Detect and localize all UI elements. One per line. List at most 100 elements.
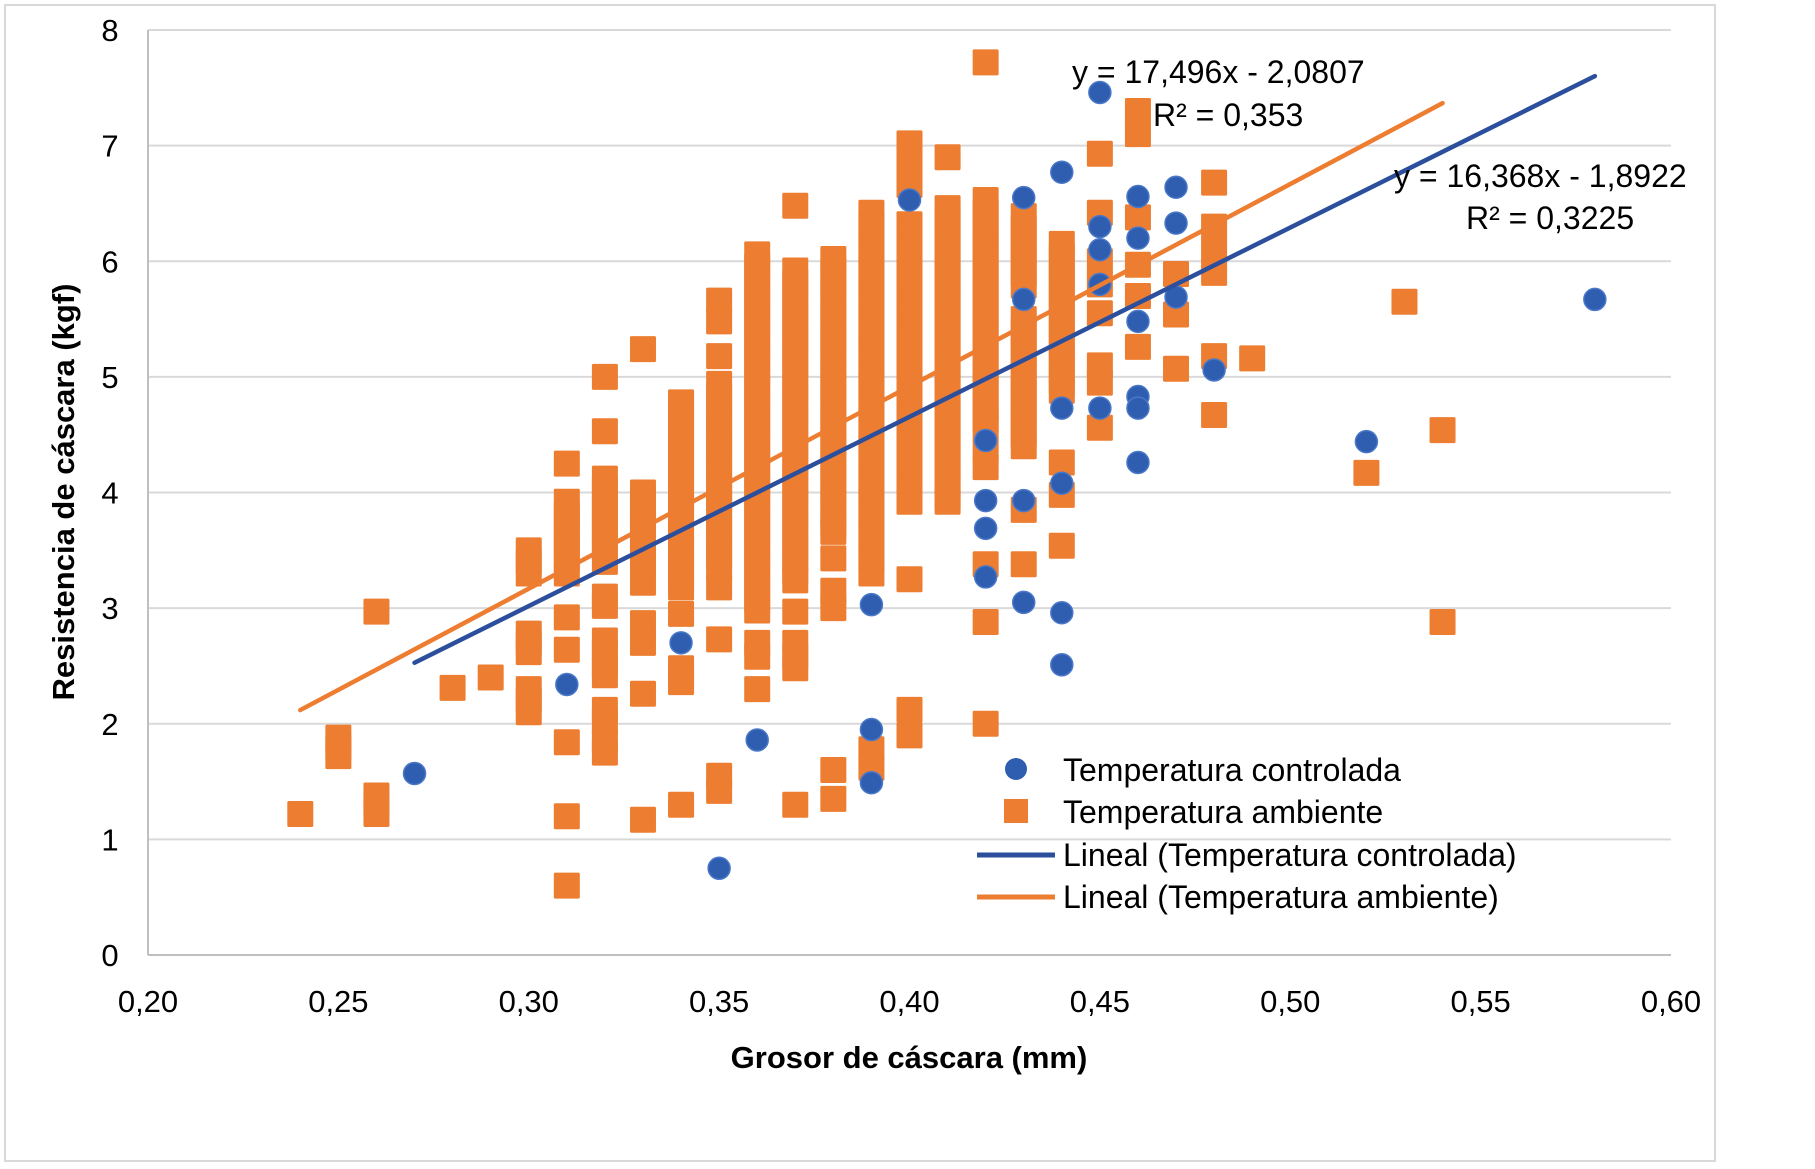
data-point-ambiente bbox=[820, 595, 847, 622]
data-point-ambiente bbox=[668, 669, 695, 696]
data-point-ambiente bbox=[896, 696, 923, 723]
trendlines bbox=[298, 73, 1598, 713]
legend-circle-marker-icon bbox=[1005, 758, 1027, 780]
data-point-ambiente bbox=[972, 49, 999, 76]
data-point-controlada bbox=[973, 428, 998, 453]
data-point-ambiente bbox=[553, 803, 580, 830]
data-point-ambiente bbox=[668, 574, 695, 601]
data-point-controlada bbox=[1126, 450, 1150, 475]
data-point-ambiente bbox=[896, 722, 923, 749]
x-tick-label: 0,55 bbox=[1450, 984, 1510, 1019]
data-point-controlada bbox=[973, 516, 998, 541]
y-tick-label: 7 bbox=[101, 129, 118, 164]
data-point-ambiente bbox=[668, 600, 695, 627]
data-point-ambiente bbox=[896, 151, 923, 178]
data-point-ambiente bbox=[1163, 355, 1190, 382]
data-point-controlada bbox=[1050, 601, 1074, 625]
data-point-ambiente bbox=[1201, 236, 1228, 263]
x-tick-label: 0,40 bbox=[879, 984, 939, 1019]
data-point-ambiente bbox=[1124, 204, 1151, 231]
data-point-ambiente bbox=[553, 604, 580, 631]
legend: Temperatura controlada Temperatura ambie… bbox=[977, 752, 1517, 915]
data-point-ambiente bbox=[1201, 169, 1228, 196]
data-point-ambiente bbox=[668, 791, 695, 818]
data-point-ambiente bbox=[820, 785, 847, 812]
data-point-ambiente bbox=[1086, 140, 1113, 167]
data-point-controlada bbox=[859, 717, 884, 742]
x-tick-label: 0,20 bbox=[118, 984, 178, 1019]
data-point-ambiente bbox=[820, 545, 847, 572]
data-point-controlada bbox=[859, 592, 884, 617]
data-point-controlada bbox=[669, 631, 693, 655]
x-tick-label: 0,35 bbox=[689, 984, 749, 1019]
trendline-r2-ambiente: R² = 0,353 bbox=[1153, 97, 1303, 133]
data-point-ambiente bbox=[782, 598, 809, 625]
x-tick-label: 0,30 bbox=[499, 984, 559, 1019]
x-tick-label: 0,25 bbox=[308, 984, 368, 1019]
series-temperatura-controlada bbox=[402, 80, 1607, 881]
data-point-controlada bbox=[1050, 653, 1074, 677]
data-point-controlada bbox=[1126, 309, 1150, 334]
data-point-controlada bbox=[1088, 80, 1112, 105]
data-point-ambiente bbox=[1086, 414, 1113, 441]
data-point-ambiente bbox=[744, 676, 771, 703]
data-point-ambiente bbox=[287, 800, 314, 827]
data-point-ambiente bbox=[744, 597, 771, 624]
data-point-ambiente bbox=[782, 567, 809, 594]
data-point-ambiente bbox=[896, 488, 923, 515]
data-point-controlada bbox=[973, 488, 998, 513]
data-point-ambiente bbox=[591, 708, 618, 735]
data-point-controlada bbox=[1164, 211, 1188, 235]
data-point-controlada bbox=[1050, 160, 1074, 184]
trendline-equation-controlada: y = 16,368x - 1,8922 bbox=[1394, 158, 1687, 194]
data-point-controlada bbox=[1202, 358, 1226, 382]
data-point-ambiente bbox=[515, 699, 542, 726]
data-point-controlada bbox=[1050, 396, 1074, 420]
y-tick-label: 6 bbox=[101, 244, 118, 279]
legend-label-controlada: Temperatura controlada bbox=[1063, 752, 1401, 788]
legend-item-trend-controlada: Lineal (Temperatura controlada) bbox=[977, 837, 1517, 873]
data-point-ambiente bbox=[1124, 333, 1151, 360]
data-point-ambiente bbox=[782, 655, 809, 682]
data-point-ambiente bbox=[706, 574, 733, 601]
data-point-ambiente bbox=[972, 710, 999, 737]
data-point-ambiente bbox=[782, 791, 809, 818]
data-point-ambiente bbox=[1353, 459, 1380, 486]
data-point-ambiente bbox=[629, 629, 656, 656]
data-point-ambiente bbox=[629, 569, 656, 596]
data-point-controlada bbox=[707, 856, 731, 881]
data-point-ambiente bbox=[515, 639, 542, 666]
data-point-controlada bbox=[1126, 396, 1150, 420]
y-tick-label: 8 bbox=[101, 13, 118, 48]
data-point-ambiente bbox=[1048, 449, 1075, 476]
data-point-controlada bbox=[1050, 471, 1074, 495]
data-point-ambiente bbox=[629, 806, 656, 833]
data-point-ambiente bbox=[896, 130, 923, 157]
x-tick-label: 0,50 bbox=[1260, 984, 1320, 1019]
data-point-ambiente bbox=[553, 729, 580, 756]
data-point-controlada bbox=[1011, 185, 1036, 210]
data-point-ambiente bbox=[629, 680, 656, 707]
data-point-controlada bbox=[1088, 214, 1112, 239]
data-point-ambiente bbox=[1010, 551, 1037, 578]
legend-item-controlada: Temperatura controlada bbox=[1005, 752, 1401, 788]
data-point-ambiente bbox=[896, 566, 923, 593]
data-point-ambiente bbox=[706, 287, 733, 314]
x-tick-labels: 0,20 0,25 0,30 0,35 0,40 0,45 0,50 0,55 0,60 bbox=[118, 984, 1701, 1019]
data-point-controlada bbox=[1126, 226, 1150, 250]
data-point-ambiente bbox=[553, 636, 580, 663]
y-tick-label: 3 bbox=[101, 591, 118, 626]
data-point-ambiente bbox=[744, 643, 771, 670]
data-point-ambiente bbox=[934, 488, 961, 515]
data-point-ambiente bbox=[591, 592, 618, 619]
data-point-ambiente bbox=[1086, 369, 1113, 396]
data-point-ambiente bbox=[782, 192, 809, 219]
data-point-ambiente bbox=[1163, 301, 1190, 328]
y-tick-labels: 0 1 2 3 4 5 6 7 8 bbox=[101, 13, 118, 973]
data-point-ambiente bbox=[591, 418, 618, 445]
trendline-equation-ambiente: y = 17,496x - 2,0807 bbox=[1072, 54, 1365, 90]
data-point-controlada bbox=[1011, 590, 1036, 615]
data-point-ambiente bbox=[363, 598, 390, 625]
data-point-ambiente bbox=[820, 518, 847, 545]
